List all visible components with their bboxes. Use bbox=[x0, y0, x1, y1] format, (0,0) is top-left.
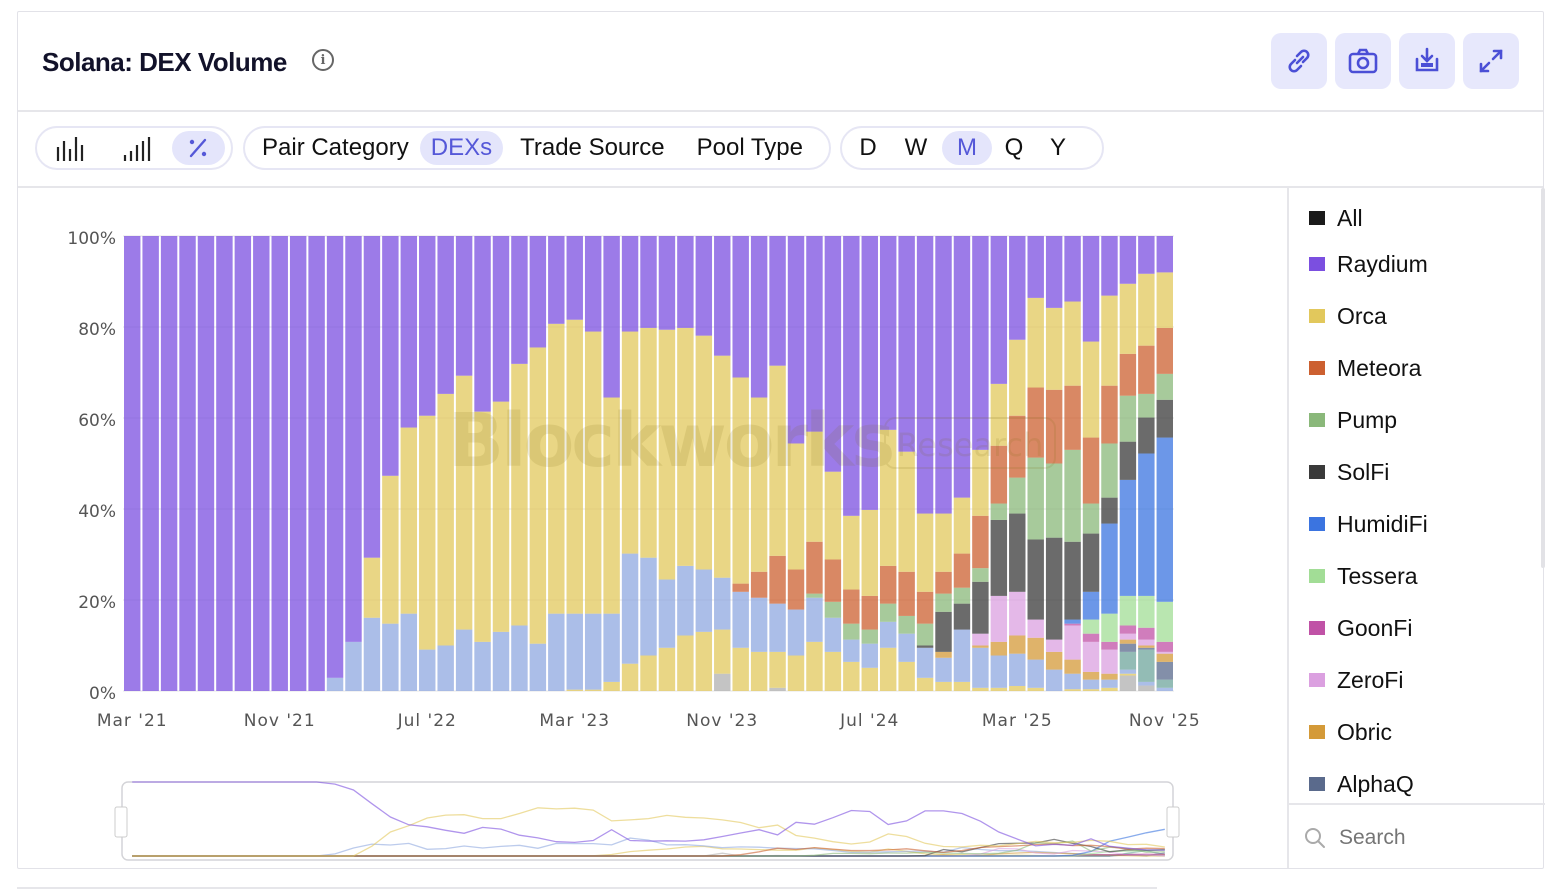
download-button[interactable] bbox=[1399, 33, 1455, 89]
legend-item-orca[interactable]: Orca bbox=[1309, 301, 1387, 331]
interval-q[interactable]: Q bbox=[1004, 134, 1024, 161]
copy-link-button[interactable] bbox=[1271, 33, 1327, 89]
legend-label: All bbox=[1337, 204, 1363, 231]
legend-panel: All Raydium Orca Meteora Pump SolFi HumidiFi Te… bbox=[1287, 188, 1545, 868]
legend-swatch bbox=[1309, 413, 1325, 427]
grouping-trade-source[interactable]: Trade Source bbox=[520, 134, 665, 161]
interval-m[interactable]: M bbox=[942, 131, 992, 165]
bar-chart-button[interactable] bbox=[43, 131, 96, 165]
stacked-bar-button[interactable] bbox=[110, 131, 163, 165]
grouping-pool-type[interactable]: Pool Type bbox=[696, 134, 803, 161]
legend-label: Orca bbox=[1337, 302, 1387, 329]
legend-label: AlphaQ bbox=[1337, 770, 1414, 797]
legend-label: SolFi bbox=[1337, 458, 1390, 485]
search-icon bbox=[1305, 827, 1325, 848]
legend-swatch bbox=[1309, 777, 1325, 791]
interval-w[interactable]: W bbox=[904, 134, 928, 161]
legend-item-tessera[interactable]: Tessera bbox=[1309, 561, 1418, 591]
percent-icon bbox=[190, 138, 207, 158]
legend-list[interactable]: All Raydium Orca Meteora Pump SolFi HumidiFi Te… bbox=[1289, 188, 1545, 802]
legend-item-solfi[interactable]: SolFi bbox=[1309, 457, 1389, 487]
legend-swatch bbox=[1309, 257, 1325, 271]
legend-label: Obric bbox=[1337, 718, 1392, 745]
legend-item-pump[interactable]: Pump bbox=[1309, 405, 1397, 435]
legend-search[interactable] bbox=[1289, 803, 1545, 870]
legend-swatch bbox=[1309, 517, 1325, 531]
legend-swatch bbox=[1309, 309, 1325, 323]
legend-label: ZeroFi bbox=[1337, 666, 1404, 693]
percent-button[interactable] bbox=[171, 131, 225, 165]
expand-icon bbox=[1479, 49, 1503, 73]
legend-item-zerofi[interactable]: ZeroFi bbox=[1309, 665, 1403, 695]
legend-swatch bbox=[1309, 211, 1325, 225]
legend-swatch bbox=[1309, 725, 1325, 739]
camera-icon bbox=[1348, 48, 1378, 74]
legend-label: Pump bbox=[1337, 406, 1398, 433]
legend-label: Raydium bbox=[1337, 250, 1428, 277]
legend-label: Tessera bbox=[1337, 562, 1418, 589]
download-icon bbox=[1415, 47, 1439, 72]
card-header: Solana: DEX Volume i bbox=[18, 12, 1543, 112]
legend-item-meteora[interactable]: Meteora bbox=[1309, 353, 1421, 383]
interval-d[interactable]: D bbox=[859, 134, 877, 161]
legend-swatch bbox=[1309, 673, 1325, 687]
fullscreen-button[interactable] bbox=[1463, 33, 1519, 89]
legend-swatch bbox=[1309, 569, 1325, 583]
screenshot-button[interactable] bbox=[1335, 33, 1391, 89]
legend-item-obric[interactable]: Obric bbox=[1309, 717, 1392, 747]
link-icon bbox=[1288, 49, 1310, 73]
chart-card: Solana: DEX Volume i Pair Categ bbox=[17, 11, 1545, 869]
chart-type-group bbox=[35, 126, 233, 170]
chart-title: Solana: DEX Volume bbox=[42, 47, 287, 77]
legend-item-alphaq[interactable]: AlphaQ bbox=[1309, 769, 1414, 799]
interval-y[interactable]: Y bbox=[1049, 134, 1066, 161]
legend-item-goonfi[interactable]: GoonFi bbox=[1309, 613, 1412, 643]
legend-item-all[interactable]: All bbox=[1309, 203, 1363, 233]
stacked-bar-icon bbox=[123, 137, 151, 161]
toolbar: Pair Category DEXs Trade Source Pool Typ… bbox=[18, 112, 1543, 188]
grouping-dexs[interactable]: DEXs bbox=[419, 131, 504, 165]
next-card-edge bbox=[17, 887, 1157, 893]
info-icon[interactable]: i bbox=[312, 49, 334, 71]
legend-label: Meteora bbox=[1337, 354, 1422, 381]
bar-chart-icon bbox=[56, 137, 83, 161]
interval-group: D W M Q Y bbox=[840, 126, 1104, 170]
legend-item-humidifi[interactable]: HumidiFi bbox=[1309, 509, 1428, 539]
legend-search-input[interactable] bbox=[1337, 824, 1521, 851]
grouping-pair-category[interactable]: Pair Category bbox=[262, 134, 409, 161]
legend-label: GoonFi bbox=[1337, 614, 1413, 641]
legend-scrollbar[interactable] bbox=[1541, 188, 1545, 568]
grouping-group: Pair Category DEXs Trade Source Pool Typ… bbox=[243, 126, 831, 170]
legend-swatch bbox=[1309, 621, 1325, 635]
legend-label: HumidiFi bbox=[1337, 510, 1428, 537]
legend-swatch bbox=[1309, 361, 1325, 375]
legend-item-raydium[interactable]: Raydium bbox=[1309, 249, 1428, 279]
legend-swatch bbox=[1309, 465, 1325, 479]
